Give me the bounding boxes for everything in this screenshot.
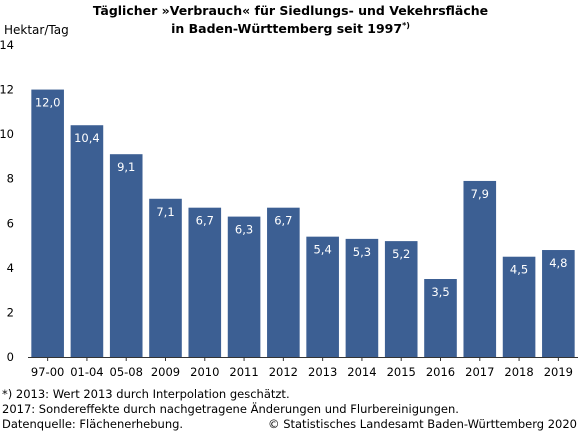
bar-value-label: 6,7 bbox=[274, 214, 292, 228]
bar bbox=[306, 236, 339, 357]
bar-value-label: 10,4 bbox=[74, 131, 100, 145]
y-tick-label: 4 bbox=[7, 261, 14, 275]
bar-value-label: 7,9 bbox=[471, 187, 489, 201]
footnote-special-effects: 2017: Sondereffekte durch nachgetragene … bbox=[2, 402, 459, 416]
bar-value-label: 7,1 bbox=[156, 205, 174, 219]
chart-title-line-2-text: in Baden-Württemberg seit 1997 bbox=[171, 21, 403, 37]
bar-value-label: 12,0 bbox=[35, 96, 61, 110]
footnotes: *) 2013: Wert 2013 durch Interpolation g… bbox=[2, 387, 459, 432]
y-tick-label: 8 bbox=[7, 172, 14, 186]
x-tick-label: 2019 bbox=[544, 365, 573, 379]
bar bbox=[227, 216, 261, 357]
x-tick-label: 2018 bbox=[504, 365, 533, 379]
bar bbox=[345, 238, 379, 357]
x-tick-label: 2013 bbox=[308, 365, 337, 379]
bar-series: 12,0 10,4 9,1 7,1 6,7 6,3 6,7 5,4 5,3 5,2 3,5 7,9 4,… bbox=[31, 89, 575, 358]
bar-value-label: 6,7 bbox=[196, 214, 214, 228]
x-tick-label: 05-08 bbox=[110, 365, 143, 379]
x-tick-label: 97-00 bbox=[31, 365, 64, 379]
y-tick-label: 2 bbox=[7, 305, 14, 319]
footnote-marker: *) bbox=[402, 21, 410, 30]
bar bbox=[384, 241, 418, 357]
bar bbox=[424, 279, 457, 357]
bar bbox=[149, 198, 182, 357]
bar bbox=[31, 89, 64, 358]
bar-value-label: 5,3 bbox=[353, 245, 371, 259]
chart-title-line-2: in Baden-Württemberg seit 1997*) bbox=[0, 18, 581, 36]
footnote-interpolation: *) 2013: Wert 2013 durch Interpolation g… bbox=[2, 387, 290, 401]
y-axis: 0 2 4 6 8 10 12 14 bbox=[0, 38, 14, 364]
x-tick-label: 2014 bbox=[347, 365, 376, 379]
data-source: Datenquelle: Flächenerhebung. bbox=[2, 417, 184, 431]
x-tick-label: 01-04 bbox=[70, 365, 103, 379]
y-tick-label: 14 bbox=[0, 38, 14, 52]
bar-value-label: 4,5 bbox=[510, 263, 528, 277]
x-tick-label: 2017 bbox=[465, 365, 494, 379]
y-tick-label: 6 bbox=[7, 216, 14, 230]
copyright-notice: © Statistisches Landesamt Baden-Württemb… bbox=[268, 417, 577, 431]
bar bbox=[463, 180, 497, 357]
bar bbox=[502, 256, 536, 357]
x-tick-label: 2016 bbox=[426, 365, 455, 379]
bar bbox=[70, 125, 104, 357]
bar-value-label: 6,3 bbox=[235, 223, 253, 237]
bar bbox=[188, 207, 222, 357]
chart-title-line-1: Täglicher »Verbrauch« für Siedlungs- und… bbox=[92, 3, 489, 18]
bar bbox=[109, 154, 143, 357]
y-tick-label: 0 bbox=[7, 350, 14, 364]
x-tick-label: 2012 bbox=[269, 365, 298, 379]
y-axis-unit-label: Hektar/Tag bbox=[4, 23, 69, 37]
bar-value-label: 5,4 bbox=[313, 243, 331, 257]
bar-value-label: 5,2 bbox=[392, 247, 410, 261]
bar bbox=[542, 250, 575, 357]
x-tick-label: 2015 bbox=[387, 365, 416, 379]
bar bbox=[267, 207, 300, 357]
bar-value-label: 9,1 bbox=[117, 160, 135, 174]
x-axis: 97-00 01-04 05-08 2009 2010 2011 2012 2013 2014 2… bbox=[31, 357, 573, 379]
x-tick-label: 2011 bbox=[229, 365, 258, 379]
x-tick-label: 2009 bbox=[151, 365, 180, 379]
chart-title: Täglicher »Verbrauch« für Siedlungs- und… bbox=[0, 3, 581, 36]
x-tick-label: 2010 bbox=[190, 365, 219, 379]
y-tick-label: 10 bbox=[0, 127, 14, 141]
y-tick-label: 12 bbox=[0, 83, 14, 97]
bar-value-label: 3,5 bbox=[431, 285, 449, 299]
bar-value-label: 4,8 bbox=[549, 256, 567, 270]
